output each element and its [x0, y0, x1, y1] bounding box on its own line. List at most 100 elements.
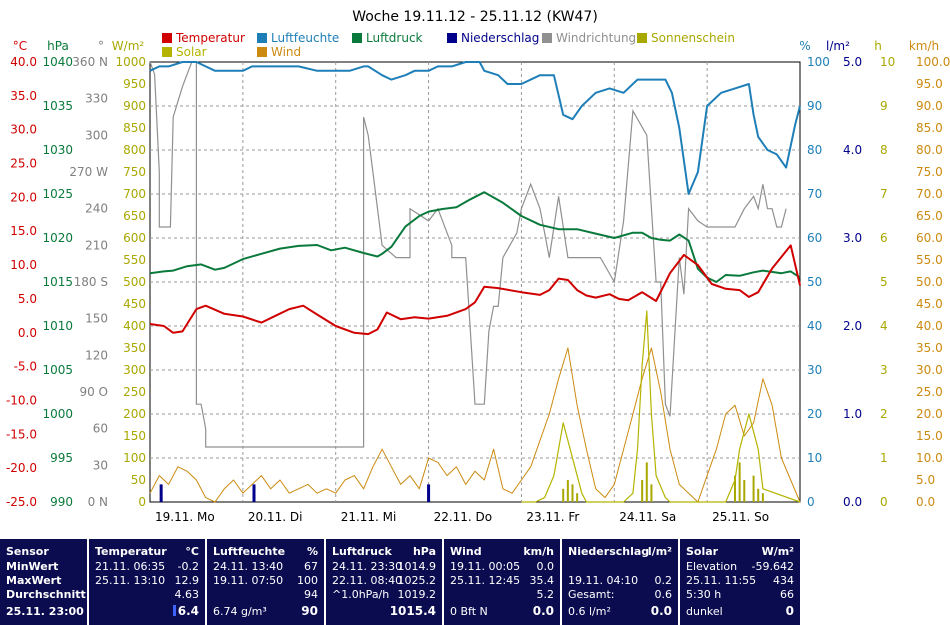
unit-rain: l/m²: [647, 545, 672, 558]
legend-swatch-hum: [257, 33, 267, 43]
panel-col-humidity: Luftfeuchte% 24.11. 13:40 67 19.11. 07:50…: [205, 539, 324, 625]
axis-tick-temp: -15.0: [6, 427, 37, 441]
axis-tick-sun: 4: [880, 319, 888, 333]
axis-tick-hum: 20: [807, 407, 822, 421]
axis-tick-temp: -25.0: [6, 495, 37, 509]
axis-tick-wind: 50.0: [916, 275, 943, 289]
sunshine-bar: [571, 484, 574, 502]
axis-tick-sun: 7: [880, 187, 888, 201]
x-tick-label: 20.11. Di: [248, 510, 303, 524]
hum-absolute: 6.74 g/m³: [213, 605, 267, 618]
axis-tick-solar: 0: [138, 495, 146, 509]
panel-header: Sensor: [6, 545, 81, 558]
series-line-wind: [149, 347, 801, 503]
axis-tick-wind: 35.0: [916, 341, 943, 355]
press-trend: ^1.0hPa/h: [332, 588, 390, 601]
axis-tick-sun: 0: [880, 495, 888, 509]
wind-avg-value: 5.2: [536, 588, 555, 601]
axis-tick-solar: 750: [123, 165, 146, 179]
unit-pressure: hPa: [412, 545, 436, 558]
hum-max-value: 100: [297, 574, 318, 587]
axis-tick-temp: -5.0: [14, 360, 37, 374]
rain-total-value: 0.6: [654, 588, 673, 601]
axis-tick-rain: 5.0: [843, 55, 862, 69]
axis-tick-temp: 35.0: [10, 89, 37, 103]
solar-max-time: 25.11. 11:55: [686, 574, 757, 587]
axis-tick-wdir: 210: [85, 238, 108, 252]
label-durchschnitt: Durchschnitt: [6, 588, 86, 601]
wind-current-value: 0.0: [532, 604, 554, 618]
axis-tick-wdir: 150: [85, 312, 108, 326]
sunshine-bar: [562, 488, 565, 502]
panel-col-rain: Niederschlag l/m² 19.11. 04:10 0.2 Gesamt:…: [560, 539, 678, 625]
header-solar: Solar: [686, 545, 719, 558]
sunshine-hours: 5:30 h: [686, 588, 722, 601]
axis-tick-sun: 2: [880, 407, 888, 421]
axis-tick-press: 1010: [42, 319, 73, 333]
axis-tick-wind: 75.0: [916, 165, 943, 179]
sunshine-bar: [650, 484, 653, 502]
axis-tick-press: 1005: [42, 363, 73, 377]
legend-swatch-solar: [162, 47, 172, 57]
axis-tick-wind: 10.0: [916, 451, 943, 465]
axis-tick-sun: 8: [880, 143, 888, 157]
axis-tick-wind: 5.0: [916, 473, 935, 487]
axis-tick-sun: 1: [880, 451, 888, 465]
axis-tick-press: 995: [50, 451, 73, 465]
rain-current-value: 0.0: [650, 604, 672, 618]
axis-tick-solar: 850: [123, 121, 146, 135]
axis-tick-wind: 95.0: [916, 77, 943, 91]
legend-swatch-wdir: [542, 33, 552, 43]
solar-current-value: 0: [785, 604, 794, 618]
axis-tick-wdir: 240: [85, 202, 108, 216]
axis-tick-hum: 0: [807, 495, 815, 509]
solar-elevation-label: Elevation: [686, 560, 738, 573]
solar-max-value: 434: [773, 574, 794, 587]
sunshine-bar: [734, 475, 736, 502]
wind-max-value: 35.4: [529, 574, 555, 587]
legend-label-solar: Solar: [176, 45, 207, 59]
axis-tick-press: 1040: [42, 55, 73, 69]
axis-tick-solar: 50: [131, 473, 146, 487]
axis-tick-wdir: 30: [93, 458, 108, 472]
axis-tick-rain: 2.0: [843, 319, 862, 333]
axis-unit-temp: °C: [13, 39, 27, 53]
x-tick-label: 25.11. So: [712, 510, 769, 524]
axis-tick-solar: 300: [123, 363, 146, 377]
axis-unit-press: hPa: [47, 39, 69, 53]
axis-unit-hum: %: [799, 39, 810, 53]
wind-max-time: 25.11. 12:45: [450, 574, 521, 587]
axis-tick-wind: 60.0: [916, 231, 943, 245]
axis-tick-solar: 550: [123, 253, 146, 267]
axis-tick-wind: 100.0: [916, 55, 950, 69]
wind-min-time: 19.11. 00:05: [450, 560, 521, 573]
axis-tick-wind: 15.0: [916, 429, 943, 443]
axis-tick-solar: 1000: [115, 55, 146, 69]
hum-current-value: 90: [301, 604, 318, 618]
axis-tick-rain: 4.0: [843, 143, 862, 157]
press-max-value: 1025.2: [397, 574, 437, 587]
hum-max-time: 19.11. 07:50: [213, 574, 284, 587]
x-tick-label: 22.11. Do: [434, 510, 493, 524]
sunshine-bar: [645, 462, 648, 502]
axis-tick-press: 1020: [42, 231, 73, 245]
panel-col-pressure: Luftdruck hPa 24.11. 23:30 1014.9 22.11. 0…: [324, 539, 442, 625]
rain-sum: 0.6 l/m²: [568, 605, 611, 618]
sunshine-bar: [566, 480, 569, 502]
row-label-avg: Durchschnitt: [6, 588, 86, 601]
axis-tick-sun: 6: [880, 231, 888, 245]
legend-label-temp: Temperatur: [175, 31, 245, 45]
legend-swatch-wind: [257, 47, 267, 57]
axis-tick-hum: 70: [807, 187, 822, 201]
row-label-current: 25.11. 23:00: [6, 605, 84, 618]
temp-current-value: 6.4: [172, 605, 199, 618]
axis-tick-solar: 400: [123, 319, 146, 333]
temp-min-time: 21.11. 06:35: [95, 560, 166, 573]
series-line-hum: [149, 61, 801, 195]
axis-tick-press: 1025: [42, 187, 73, 201]
legend-label-wdir: Windrichtung: [556, 31, 636, 45]
axis-tick-press: 1000: [42, 407, 73, 421]
axis-tick-temp: -10.0: [6, 393, 37, 407]
header-label: Sensor: [6, 545, 49, 558]
wind-beaufort: 0 Bft N: [450, 605, 488, 618]
